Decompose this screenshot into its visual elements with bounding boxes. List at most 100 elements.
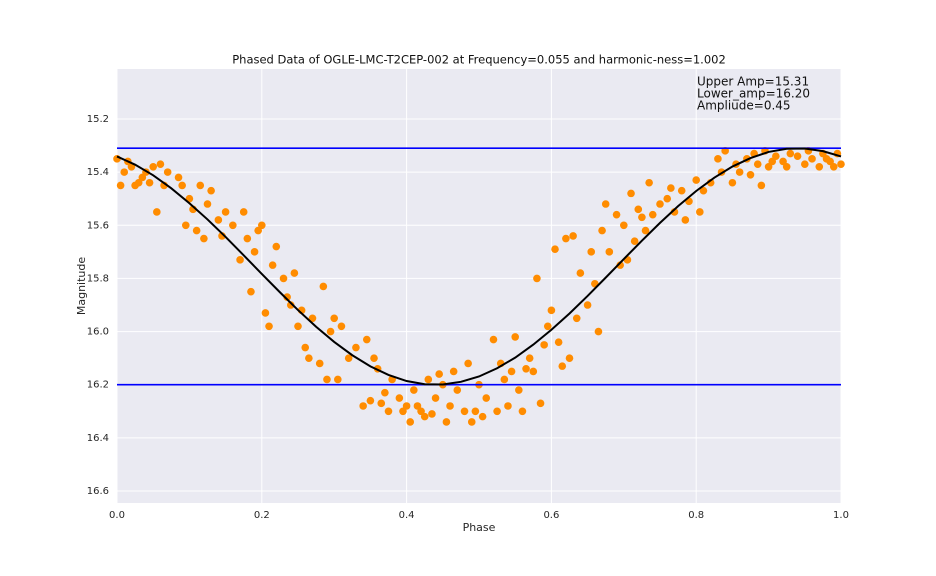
data-point [200, 234, 208, 243]
data-point [837, 160, 845, 168]
data-point [801, 160, 809, 168]
data-point [493, 407, 501, 416]
data-point [174, 173, 183, 182]
data-point [576, 269, 585, 277]
data-point [634, 205, 643, 214]
data-point [551, 245, 559, 253]
data-point [554, 338, 563, 347]
data-point [120, 168, 129, 176]
data-point [522, 364, 530, 373]
data-point [772, 152, 780, 160]
y-axis-label: Magnitude [75, 257, 88, 316]
data-point [410, 386, 418, 394]
data-point [294, 322, 302, 331]
data-point [663, 194, 672, 203]
data-point [446, 402, 454, 410]
data-point [181, 221, 190, 230]
data-point [254, 226, 262, 235]
data-point [511, 333, 519, 341]
data-point [746, 170, 755, 179]
y-tick-label: 15.2 [87, 114, 109, 125]
data-point [565, 354, 574, 362]
data-point [395, 394, 404, 402]
data-point [442, 418, 451, 426]
x-tick-label: 0.8 [688, 510, 704, 521]
data-point [163, 168, 172, 176]
grid [116, 69, 842, 503]
x-tick-label: 0.0 [109, 510, 125, 521]
data-point [265, 322, 273, 331]
data-point [829, 163, 838, 171]
data-point [471, 407, 480, 416]
data-point [648, 210, 657, 219]
data-point [518, 407, 527, 416]
data-point [413, 402, 422, 410]
data-point [735, 168, 744, 176]
data-point [460, 407, 469, 416]
data-point [478, 412, 487, 421]
data-point [344, 354, 353, 362]
data-point [250, 248, 259, 256]
data-point [598, 226, 606, 235]
y-tick-label: 15.6 [87, 220, 109, 231]
data-point [815, 163, 824, 171]
data-point [764, 163, 773, 171]
data-point [196, 181, 205, 190]
data-point [337, 322, 346, 331]
data-point [362, 335, 371, 344]
y-tick-label: 16.6 [87, 486, 109, 497]
data-point [334, 375, 342, 384]
data-point [714, 155, 722, 163]
data-point [301, 343, 310, 352]
data-point [149, 163, 157, 171]
data-point [525, 354, 534, 362]
data-point [594, 327, 603, 336]
data-point [464, 359, 472, 368]
data-point [134, 178, 143, 187]
data-point [677, 186, 686, 195]
fit-line [116, 147, 842, 386]
y-tick-label: 16.4 [87, 433, 109, 444]
data-point [793, 152, 802, 160]
data-point [290, 269, 299, 277]
data-point [569, 232, 577, 240]
data-point [692, 176, 700, 184]
data-point [536, 399, 545, 408]
data-point [156, 160, 165, 168]
data-point [366, 396, 375, 405]
data-point [620, 221, 628, 230]
data-point [323, 375, 331, 384]
x-tick-label: 0.6 [543, 510, 559, 521]
data-point [431, 394, 440, 402]
data-point [399, 407, 407, 416]
data-point [315, 359, 324, 368]
data-point [229, 221, 237, 230]
data-point [630, 237, 639, 246]
data-point [247, 287, 255, 296]
data-point [178, 181, 186, 190]
data-point [587, 248, 596, 256]
data-point [424, 375, 433, 384]
data-point [214, 216, 223, 224]
data-point [279, 274, 288, 283]
annotation: Upper Amp=15.31 [697, 75, 809, 89]
data-point [489, 335, 498, 344]
data-point [384, 407, 393, 416]
data-point [757, 181, 766, 190]
annotation: Lower_amp=16.20 [697, 87, 810, 101]
data-point [779, 157, 787, 166]
data-point [283, 293, 291, 301]
data-point [236, 256, 244, 264]
data-point [330, 314, 339, 323]
data-point [239, 208, 248, 216]
data-point [453, 386, 462, 394]
data-point [543, 322, 552, 331]
data-point [381, 388, 389, 397]
data-point [616, 261, 624, 269]
data-point [268, 261, 277, 269]
data-point [428, 410, 436, 418]
data-point [515, 386, 523, 394]
data-point [667, 184, 675, 192]
data-point [482, 394, 491, 402]
